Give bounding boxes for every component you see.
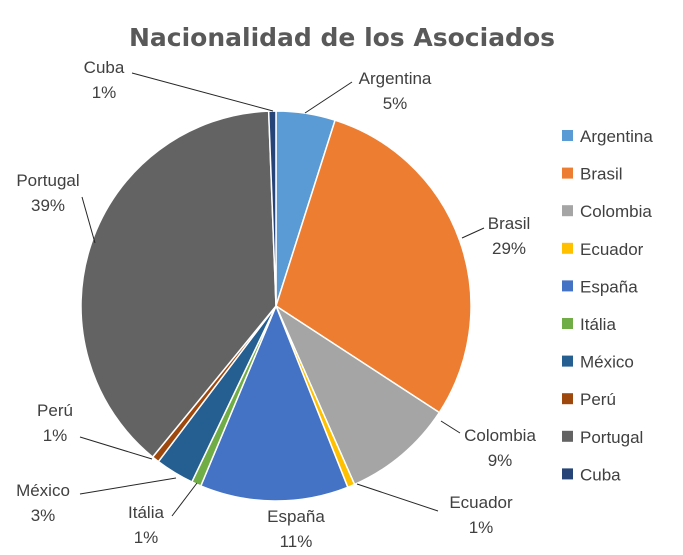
legend-swatch bbox=[562, 205, 573, 217]
legend-label: Itália bbox=[580, 315, 616, 334]
legend-item-brasil: Brasil bbox=[562, 165, 623, 184]
data-label-value-italia: 1% bbox=[134, 528, 159, 547]
legend-item-espana: España bbox=[562, 277, 638, 296]
data-label-value-portugal: 39% bbox=[31, 196, 65, 215]
legend-swatch bbox=[562, 242, 573, 254]
legend-swatch bbox=[562, 130, 573, 141]
data-label-value-ecuador: 1% bbox=[469, 518, 494, 537]
legend-label: Brasil bbox=[580, 165, 623, 184]
data-label-name-portugal: Portugal bbox=[16, 171, 79, 190]
leader-line-ecuador bbox=[356, 483, 439, 512]
data-label-value-brasil: 29% bbox=[492, 239, 526, 258]
legend-swatch bbox=[562, 167, 573, 179]
legend-swatch bbox=[562, 430, 573, 442]
data-label-name-peru: Perú bbox=[37, 401, 73, 420]
data-label-value-argentina: 5% bbox=[383, 94, 408, 113]
chart-title: Nacionalidad de los Asociados bbox=[129, 23, 555, 52]
pie-slice-brasil bbox=[275, 119, 472, 414]
leader-line-brasil bbox=[461, 227, 485, 239]
legend-label: México bbox=[580, 353, 634, 372]
legend-item-peru: Perú bbox=[562, 390, 616, 409]
data-label-name-cuba: Cuba bbox=[84, 58, 125, 77]
legend-swatch bbox=[562, 280, 573, 292]
data-label-value-colombia: 9% bbox=[488, 451, 513, 470]
data-label-name-mexico: México bbox=[16, 481, 70, 500]
legend-swatch bbox=[562, 318, 573, 329]
legend-swatch bbox=[562, 355, 573, 367]
leader-line-argentina bbox=[304, 81, 353, 114]
pie-slice-espana bbox=[199, 304, 349, 502]
data-label-name-espana: España bbox=[267, 507, 325, 526]
legend-item-ecuador: Ecuador bbox=[562, 240, 644, 259]
legend-swatch bbox=[562, 393, 573, 405]
legend-label: Argentina bbox=[580, 127, 653, 146]
legend-swatch bbox=[562, 468, 573, 480]
leader-line-colombia bbox=[440, 420, 461, 434]
leader-line-portugal bbox=[81, 196, 96, 244]
data-label-value-cuba: 1% bbox=[92, 83, 117, 102]
leader-line-italia bbox=[171, 482, 198, 517]
data-label-name-argentina: Argentina bbox=[359, 69, 432, 88]
leader-line-cuba bbox=[131, 72, 274, 112]
legend-label: Colombia bbox=[580, 202, 652, 221]
data-label-name-ecuador: Ecuador bbox=[449, 493, 513, 512]
data-label-name-colombia: Colombia bbox=[464, 426, 536, 445]
leader-line-mexico bbox=[79, 477, 177, 495]
legend-item-colombia: Colombia bbox=[562, 202, 652, 221]
leader-line-peru bbox=[79, 436, 153, 460]
pie-slice-colombia bbox=[274, 303, 441, 486]
legend-label: Cuba bbox=[580, 465, 621, 484]
legend-label: Portugal bbox=[580, 428, 643, 447]
data-label-value-peru: 1% bbox=[43, 426, 68, 445]
data-label-value-espana: 11% bbox=[280, 532, 313, 551]
legend-item-cuba: Cuba bbox=[562, 465, 621, 484]
legend-label: Perú bbox=[580, 390, 616, 409]
legend-item-argentina: Argentina bbox=[562, 127, 653, 146]
data-label-name-italia: Itália bbox=[128, 503, 164, 522]
data-label-value-mexico: 3% bbox=[31, 506, 56, 525]
pie-slice-portugal bbox=[80, 110, 277, 459]
legend-item-mexico: México bbox=[562, 353, 634, 372]
legend-label: Ecuador bbox=[580, 240, 644, 259]
legend-item-portugal: Portugal bbox=[562, 428, 643, 447]
data-label-name-brasil: Brasil bbox=[488, 214, 531, 233]
legend-label: España bbox=[580, 277, 638, 296]
legend-item-italia: Itália bbox=[562, 315, 616, 334]
